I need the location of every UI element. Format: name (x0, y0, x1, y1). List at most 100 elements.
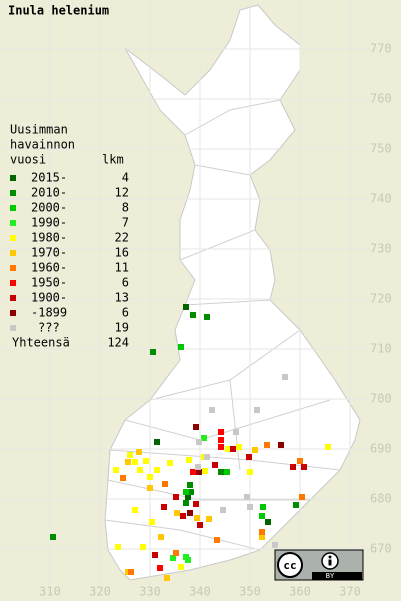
observation (185, 557, 191, 563)
legend-swatch (10, 235, 16, 241)
y-axis-label: 730 (370, 242, 392, 256)
observation (195, 464, 201, 470)
x-axis-label: 330 (139, 585, 161, 599)
observation (140, 544, 146, 550)
observation (154, 439, 160, 445)
observation (115, 544, 121, 550)
legend-count: 6 (122, 306, 129, 320)
legend-count: 19 (115, 321, 129, 335)
observation (147, 485, 153, 491)
legend-swatch (10, 220, 16, 226)
y-axis-label: 760 (370, 92, 392, 106)
observation (244, 494, 250, 500)
observation (137, 467, 143, 473)
legend-label: -1899 (31, 306, 67, 320)
observation (164, 575, 170, 581)
legend-heading: Uusimman (10, 123, 68, 137)
observation (183, 500, 189, 506)
observation (136, 449, 142, 455)
observation (218, 429, 224, 435)
observation (246, 454, 252, 460)
legend-count: 4 (122, 171, 129, 185)
observation (272, 542, 278, 548)
observation (120, 475, 126, 481)
observation (187, 482, 193, 488)
observation (183, 304, 189, 310)
observation (264, 442, 270, 448)
observation (247, 469, 253, 475)
observation (204, 454, 210, 460)
observation (196, 469, 202, 475)
observation (260, 504, 266, 510)
legend-count-heading: lkm (102, 153, 124, 167)
observation (193, 424, 199, 430)
observation (178, 344, 184, 350)
legend-label: 2000- (31, 201, 67, 215)
observation (190, 312, 196, 318)
legend-swatch (10, 310, 16, 316)
legend-swatch (10, 265, 16, 271)
observation (174, 510, 180, 516)
legend-count: 6 (122, 276, 129, 290)
x-axis-label: 350 (239, 585, 261, 599)
legend-label: 1980- (31, 231, 67, 245)
observation (218, 469, 224, 475)
legend-swatch (10, 280, 16, 286)
title: Inula helenium (8, 4, 109, 18)
observation (173, 550, 179, 556)
observation (220, 507, 226, 513)
observation (293, 502, 299, 508)
y-axis-label: 690 (370, 442, 392, 456)
observation (132, 459, 138, 465)
observation (259, 513, 265, 519)
y-axis-label: 710 (370, 342, 392, 356)
observation (147, 474, 153, 480)
observation (299, 494, 305, 500)
observation (297, 458, 303, 464)
observation (183, 489, 189, 495)
y-axis-label: 740 (370, 192, 392, 206)
observation (158, 534, 164, 540)
observation (143, 458, 149, 464)
legend-swatch (10, 250, 16, 256)
observation (233, 429, 239, 435)
legend-count: 22 (115, 231, 129, 245)
observation (187, 510, 193, 516)
observation (224, 469, 230, 475)
x-axis-label: 370 (339, 585, 361, 599)
observation (190, 469, 196, 475)
observation (259, 529, 265, 535)
observation (225, 446, 231, 452)
observation (325, 444, 331, 450)
observation (157, 565, 163, 571)
legend-heading: havainnon (10, 138, 75, 152)
observation (132, 507, 138, 513)
observation (254, 407, 260, 413)
legend-swatch (10, 205, 16, 211)
observation (201, 435, 207, 441)
legend-swatch (10, 325, 16, 331)
observation (290, 464, 296, 470)
observation (50, 534, 56, 540)
x-axis-label: 360 (289, 585, 311, 599)
legend-count: 7 (122, 216, 129, 230)
observation (180, 513, 186, 519)
legend-label: 1950- (31, 276, 67, 290)
y-axis-label: 770 (370, 42, 392, 56)
observation (265, 519, 271, 525)
observation (173, 494, 179, 500)
legend-label: 1990- (31, 216, 67, 230)
observation (247, 504, 253, 510)
observation (188, 489, 194, 495)
legend-label: 1960- (31, 261, 67, 275)
observation (230, 446, 236, 452)
observation (197, 522, 203, 528)
observation (252, 447, 258, 453)
observation (178, 564, 184, 570)
points (50, 304, 331, 581)
observation (150, 349, 156, 355)
observation (202, 468, 208, 474)
observation (185, 494, 191, 500)
